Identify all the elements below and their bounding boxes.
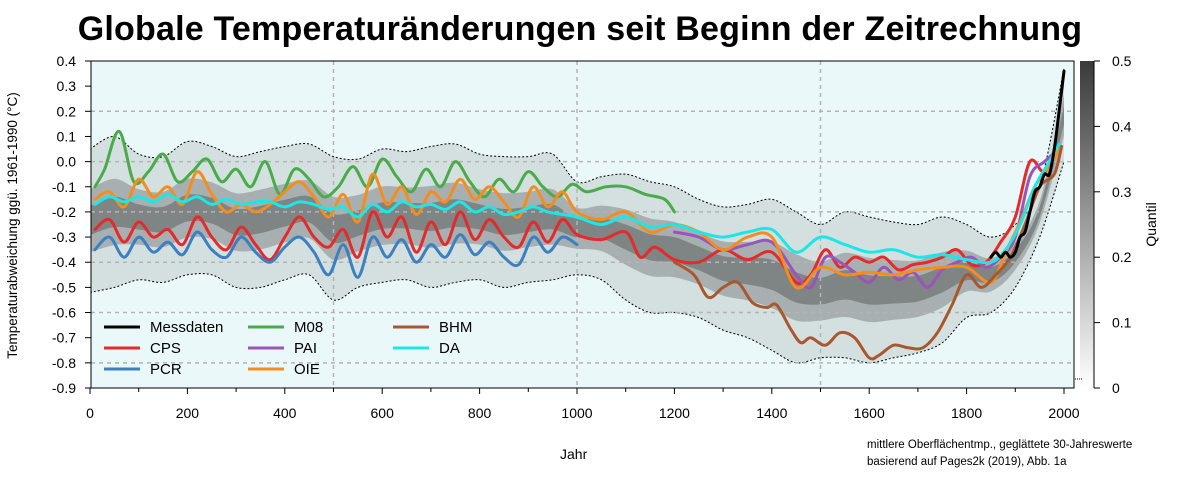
legend-label-pcr: PCR xyxy=(150,361,182,378)
colorbar-tick-label: 0 xyxy=(1112,380,1120,396)
colorbar-tick-label: 0.2 xyxy=(1112,249,1132,265)
y-axis-label-group: Temperaturabweichung ggü. 1961-1990 (°C) xyxy=(5,92,20,359)
x-tick-label: 1400 xyxy=(756,405,787,421)
legend-label-bhm: BHM xyxy=(439,319,472,336)
x-tick-label: 1600 xyxy=(854,405,885,421)
legend-label-m08: M08 xyxy=(294,319,323,336)
legend-label-pai: PAI xyxy=(294,340,317,357)
y-tick-label: 0.3 xyxy=(57,78,77,94)
credit-line-1: mittlere Oberflächentmp., geglättete 30-… xyxy=(867,439,1133,451)
series-line-da xyxy=(93,142,1061,265)
series-line-pcr xyxy=(93,230,579,279)
series-line-m08 xyxy=(93,129,676,214)
x-tick-label: 200 xyxy=(176,405,200,421)
x-tick-label: 600 xyxy=(371,405,395,421)
series-line-cps xyxy=(93,142,1061,286)
x-tick-label: 1200 xyxy=(659,405,690,421)
series-lines xyxy=(93,69,1066,361)
x-tick-label: 800 xyxy=(468,405,492,421)
colorbar-tick-label: 0.4 xyxy=(1112,118,1132,134)
y-axis-label: Temperaturabweichung ggü. 1961-1990 (°C) xyxy=(5,92,20,359)
upper-envelope xyxy=(91,68,1065,238)
colorbar-tick-label: 0.1 xyxy=(1112,315,1132,331)
colorbar-tick-label: 0.3 xyxy=(1112,184,1132,200)
legend-label-oie: OIE xyxy=(294,361,320,378)
y-tick-label: -0.2 xyxy=(52,204,76,220)
credit-line-2: basierend auf Pages2k (2019), Abb. 1a xyxy=(867,456,1067,468)
chart-title: Globale Temperaturänderungen seit Beginn… xyxy=(77,10,1083,48)
x-tick-label: 1800 xyxy=(951,405,982,421)
y-axis: 0.4 0.3 0.2 0.1 0.0 -0.1 -0.2 -0.3 -0.4 -0.5 -0.6 -… xyxy=(52,53,91,396)
legend-label-da: DA xyxy=(439,340,460,357)
y-tick-label: 0.4 xyxy=(57,53,77,69)
colorbar-gradient xyxy=(1080,61,1094,388)
series-line-bhm xyxy=(672,145,1064,361)
colorbar-tick-label: 0.5 xyxy=(1112,53,1132,69)
y-tick-label: -0.9 xyxy=(52,380,76,396)
plot-frame xyxy=(90,60,1075,389)
quantile-band-core xyxy=(91,105,1064,305)
y-tick-label: -0.1 xyxy=(52,179,76,195)
x-tick-label: 1000 xyxy=(561,405,592,421)
x-axis: 0 200 400 600 800 1000 1200 1400 1600 1800 2000 xyxy=(86,388,1080,421)
legend-label-messdaten: Messdaten xyxy=(150,319,223,336)
legend-label-cps: CPS xyxy=(150,340,181,357)
series-line-oie xyxy=(93,147,1061,290)
x-tick-label: 0 xyxy=(86,405,94,421)
y-tick-label: -0.4 xyxy=(52,254,76,270)
source-credit: mittlere Oberflächentmp., geglättete 30-… xyxy=(867,437,1132,471)
y-tick-label: -0.5 xyxy=(52,279,76,295)
x-tick-label: 400 xyxy=(273,405,297,421)
y-tick-label: -0.6 xyxy=(52,305,76,321)
x-tick-label: 2000 xyxy=(1048,405,1079,421)
plot-border xyxy=(90,60,1075,389)
y-tick-label: 0.0 xyxy=(57,154,77,170)
colorbar: 0.5 0.4 0.3 0.2 0.1 0 Quantil xyxy=(1075,53,1159,396)
colorbar-label: Quantil xyxy=(1143,202,1159,246)
legend: Messdaten CPS PCR M08 PAI OIE BHM DA xyxy=(104,319,472,378)
y-tick-label: -0.3 xyxy=(52,229,76,245)
y-tick-label: -0.7 xyxy=(52,330,76,346)
y-tick-label: 0.2 xyxy=(57,103,77,119)
y-tick-label: 0.1 xyxy=(57,128,77,144)
x-axis-label: Jahr xyxy=(560,446,588,462)
y-tick-label: -0.8 xyxy=(52,355,76,371)
series-line-messdaten xyxy=(989,69,1066,259)
